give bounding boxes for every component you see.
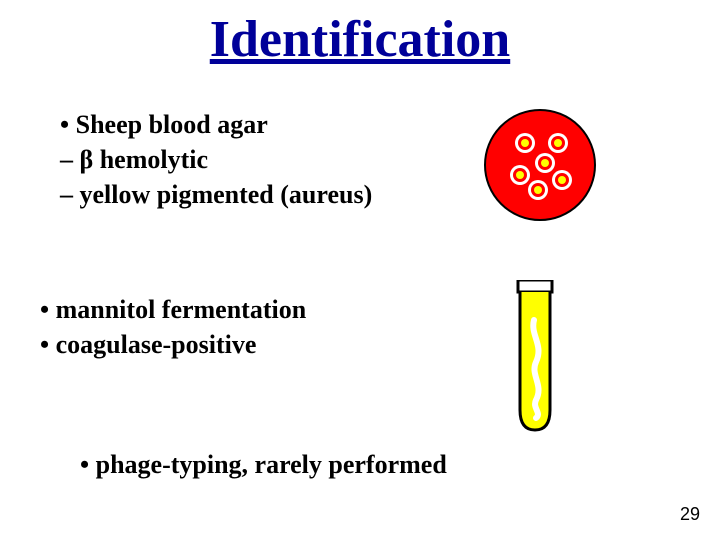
bullet-mannitol: • mannitol fermentation — [40, 295, 306, 325]
test-tube-icon — [500, 280, 580, 440]
bullet-phage-typing: • phage-typing, rarely performed — [80, 450, 447, 480]
slide-title: Identification — [0, 10, 720, 69]
bullet-coagulase: • coagulase-positive — [40, 330, 256, 360]
bullet-sheep-blood-agar: • Sheep blood agar — [60, 110, 268, 140]
page-number: 29 — [680, 504, 700, 525]
petri-dish-icon — [480, 105, 600, 225]
bullet-yellow-pigmented: – yellow pigmented (aureus) — [60, 180, 372, 210]
bullet-beta-hemolytic: – β hemolytic — [60, 145, 208, 175]
